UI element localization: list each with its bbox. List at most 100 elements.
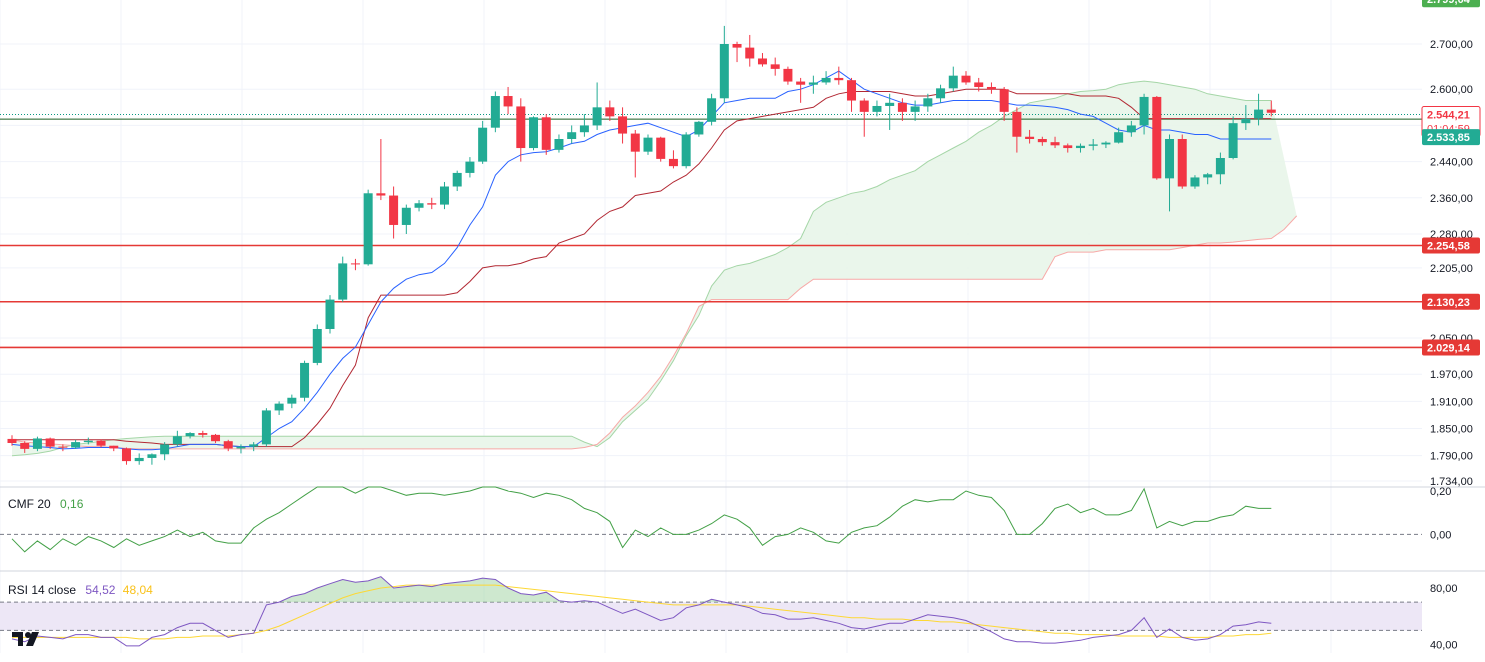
candle-body <box>579 125 589 133</box>
candle-body <box>249 444 259 447</box>
candle-body <box>847 80 857 101</box>
candle-body <box>643 137 653 152</box>
last-price-tag: 2.544,21 <box>1427 109 1470 121</box>
candle-body <box>325 299 335 329</box>
level-price-tag: 2.130,23 <box>1427 297 1470 309</box>
candle-body <box>885 102 895 106</box>
candle-body <box>516 106 526 149</box>
candle-body <box>1088 144 1098 146</box>
candle-body <box>961 75 971 83</box>
candle-body <box>185 433 195 437</box>
level-price-tag: 2.254,58 <box>1427 240 1470 252</box>
candle-body <box>1266 109 1276 113</box>
level-price-tag-bg <box>1422 237 1480 254</box>
candle-body <box>58 446 68 448</box>
senkou-span-b-line <box>11 215 1298 450</box>
candle-body <box>936 88 946 99</box>
price-axis[interactable] <box>1422 0 1485 657</box>
candle-body <box>1063 145 1073 149</box>
candle-body <box>732 44 742 48</box>
candle-body <box>1190 177 1200 187</box>
candle-body <box>503 96 513 107</box>
candle-body <box>897 102 907 112</box>
y-tick-label: 2.360,00 <box>1430 193 1473 205</box>
level-price-tag-bg <box>1422 339 1480 356</box>
candle-body <box>923 98 933 107</box>
candle-body <box>707 98 717 122</box>
cmf-legend[interactable]: CMF 20 0,16 <box>8 497 83 511</box>
candle-body <box>808 82 818 85</box>
candle-body <box>223 441 233 449</box>
cmf-tick-label: 0,20 <box>1430 486 1451 498</box>
candle-body <box>300 362 310 398</box>
candle-body <box>45 438 55 447</box>
candle-body <box>554 139 564 150</box>
y-tick-label: 2.205,00 <box>1430 263 1473 275</box>
rsi-tick-label: 40,00 <box>1430 640 1458 652</box>
candle-body <box>121 448 131 462</box>
kijun-price-tag-bg <box>1422 129 1480 146</box>
candle-body <box>1139 96 1149 126</box>
candle-body <box>338 263 348 300</box>
candle-body <box>452 172 462 187</box>
y-tick-label: 2.700,00 <box>1430 39 1473 51</box>
candle-body <box>567 132 577 139</box>
y-tick-label: 2.600,00 <box>1430 84 1473 96</box>
rsi-line <box>11 576 1272 647</box>
candle-body <box>1101 142 1111 145</box>
rsi-label: RSI 14 close <box>8 583 77 597</box>
candle-body <box>350 263 360 265</box>
candle-body <box>656 137 666 159</box>
level-price-tag-bg <box>1422 293 1480 310</box>
y-tick-label: 2.440,00 <box>1430 157 1473 169</box>
candle-body <box>618 116 628 134</box>
ichimoku-cloud <box>12 81 1297 456</box>
candle-body <box>1012 111 1022 137</box>
candle-body <box>630 133 640 152</box>
rsi-ma-line <box>12 584 1272 640</box>
candle-body <box>529 117 539 149</box>
candle-body <box>681 134 691 167</box>
candle-body <box>668 158 678 167</box>
candle-body <box>198 433 208 435</box>
candle-body <box>1165 139 1175 179</box>
candle-body <box>745 47 755 59</box>
candle-body <box>363 193 373 265</box>
candle-body <box>605 107 615 117</box>
candle-body <box>160 444 170 455</box>
candle-body <box>1152 96 1162 179</box>
cmf-label: CMF 20 <box>8 497 51 511</box>
rsi-legend[interactable]: RSI 14 close 54,52 48,04 <box>8 583 153 597</box>
tradingview-logo-icon[interactable] <box>10 629 46 649</box>
candle-body <box>592 107 602 126</box>
candle-body <box>478 127 488 162</box>
candle-body <box>134 457 144 462</box>
candle-body <box>1228 123 1238 158</box>
candle-body <box>757 58 767 65</box>
rsi-value: 54,52 <box>85 583 116 597</box>
y-tick-label: 1.734,00 <box>1430 476 1473 488</box>
candle-body <box>1075 145 1085 149</box>
candle-body <box>1254 109 1264 119</box>
candle-body <box>821 77 831 83</box>
candle-body <box>414 203 424 208</box>
candle-body <box>439 186 449 205</box>
level-price-tag-bg <box>1422 0 1480 8</box>
y-tick-label: 1.970,00 <box>1430 369 1473 381</box>
candle-body <box>872 105 882 112</box>
level-price-tag: 2.799,04 <box>1427 0 1471 6</box>
y-tick-label: 1.850,00 <box>1430 424 1473 436</box>
candle-body <box>287 397 297 404</box>
candle-body <box>389 195 399 225</box>
kijun-price-tag: 2.533,85 <box>1427 132 1470 144</box>
candle-body <box>694 121 704 135</box>
rsi-tick-label: 80,00 <box>1430 583 1458 595</box>
candle-body <box>974 82 984 87</box>
candle-body <box>312 329 322 363</box>
candle-body <box>211 434 221 442</box>
level-price-tag: 2.029,14 <box>1427 342 1471 354</box>
candle-body <box>1114 132 1124 143</box>
candle-body <box>236 446 246 449</box>
rsi-band <box>0 602 1422 631</box>
